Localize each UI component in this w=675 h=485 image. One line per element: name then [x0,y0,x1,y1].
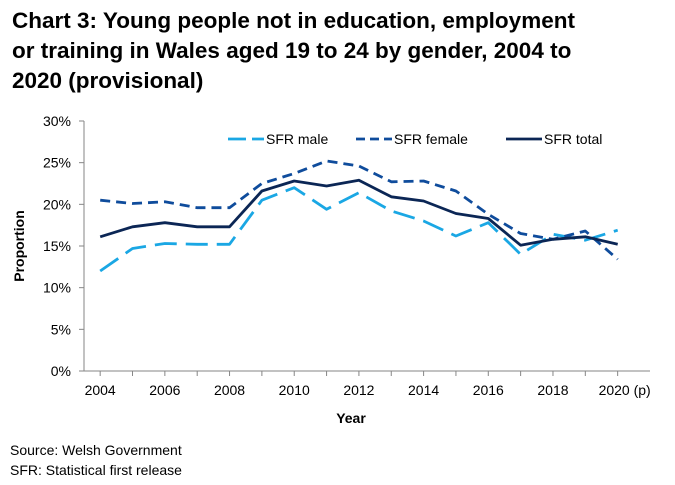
data-point [325,160,327,162]
data-point [99,236,101,238]
data-point [164,201,166,203]
y-tick-label: 25% [43,155,71,171]
data-point [261,190,263,192]
y-tick-label: 20% [43,196,71,212]
data-point [228,206,230,208]
data-point [358,179,360,181]
y-tick-labels: 0% 5% 10% 15% 20% 25% 30% [43,113,84,379]
data-point [164,242,166,244]
x-tick-label: 2004 [85,382,116,398]
data-point [164,221,166,223]
data-point [552,233,554,235]
data-point [487,213,489,215]
x-tick-label: 2008 [214,382,245,398]
legend-label: SFR female [394,131,468,147]
y-tick-label: 30% [43,113,71,129]
footer: Source: Welsh Government SFR: Statistica… [10,440,182,480]
data-point [261,199,263,201]
data-point [293,180,295,182]
data-point [455,212,457,214]
data-point [261,182,263,184]
data-point [455,190,457,192]
data-point [325,185,327,187]
data-point [358,191,360,193]
data-point [358,165,360,167]
chart-title: Chart 3: Young people not in education, … [12,6,652,96]
chart-title-line-2: or training in Wales aged 19 to 24 by ge… [12,38,572,63]
data-point [390,196,392,198]
data-point [584,236,586,238]
data-point [487,217,489,219]
data-point [616,243,618,245]
data-point [99,199,101,201]
data-point [196,226,198,228]
data-point [228,243,230,245]
series-line-sfr-female [100,159,619,261]
data-point [519,232,521,234]
series-line-sfr-male [99,186,619,273]
x-tick-labels: 2004 2006 2008 2010 2012 2014 2016 2018 2020 (p) [85,371,651,398]
data-point [422,180,424,182]
data-point [196,243,198,245]
data-point [552,238,554,240]
x-tick-label: 2014 [408,382,439,398]
y-axis-title-group: Proportion [11,210,27,282]
y-tick-label: 15% [43,238,71,254]
y-tick-label: 10% [43,280,71,296]
data-point [390,181,392,183]
axes [83,121,650,372]
data-point [519,244,521,246]
data-point [422,200,424,202]
data-point [487,221,489,223]
x-tick-label: 2020 (p) [599,382,651,398]
data-point [584,239,586,241]
data-point [519,253,521,255]
y-tick-label: 5% [51,321,71,337]
data-point [131,202,133,204]
x-tick-label: 2012 [343,382,374,398]
data-point [293,172,295,174]
x-tick-label: 2006 [149,382,180,398]
series-line-sfr-total [99,178,619,247]
data-point [616,229,618,231]
data-point [422,220,424,222]
x-tick-label: 2018 [537,382,568,398]
data-point [455,235,457,237]
x-axis-title: Year [336,410,366,426]
legend-label: SFR male [266,131,328,147]
data-point [584,230,586,232]
source-note: Source: Welsh Government [10,442,182,458]
y-axis-title: Proportion [11,210,27,282]
data-point [99,270,101,272]
data-point [131,247,133,249]
sfr-note: SFR: Statistical first release [10,462,182,478]
data-point [616,258,618,260]
data-point [325,208,327,210]
data-point [131,226,133,228]
data-point [293,186,295,188]
series-lines [99,159,619,273]
legend: SFR male SFR female SFR total [228,131,602,147]
data-point [228,226,230,228]
data-point [390,210,392,212]
legend-label: SFR total [544,131,602,147]
y-tick-label: 0% [51,363,71,379]
chart-title-line-3: 2020 (provisional) [12,68,204,93]
x-tick-label: 2016 [473,382,504,398]
data-point [196,206,198,208]
chart-title-line-1: Chart 3: Young people not in education, … [12,8,575,33]
x-tick-label: 2010 [279,382,310,398]
